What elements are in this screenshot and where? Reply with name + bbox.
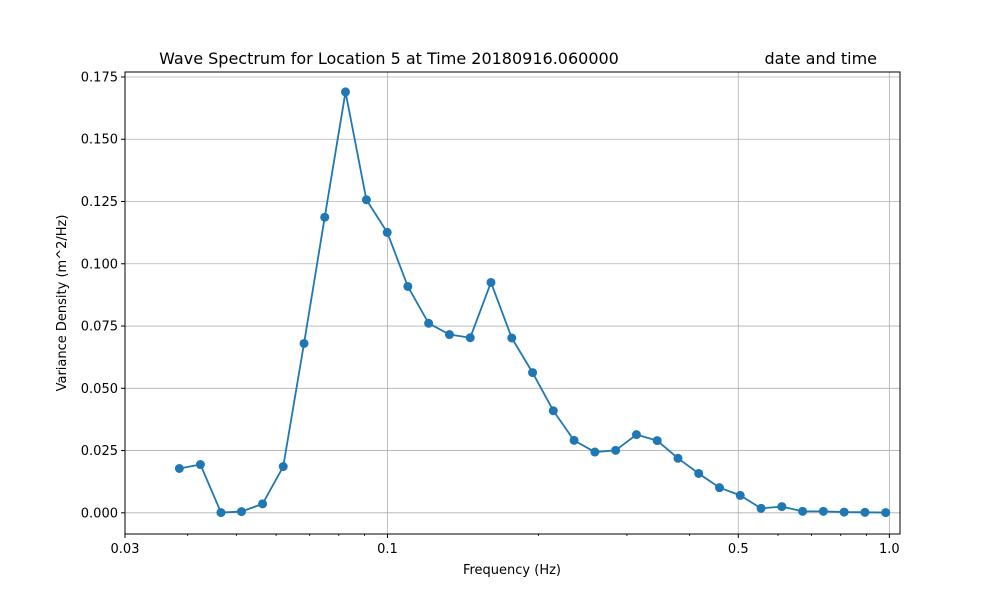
data-point [569,435,579,445]
y-tick-label: 0.150 [81,133,118,148]
data-point [258,499,268,509]
data-point [673,453,683,463]
data-point [798,506,808,516]
data-point [341,87,351,97]
y-tick-label: 0.050 [81,382,118,397]
data-point [548,406,558,416]
y-tick-label: 0.125 [81,195,118,210]
data-point [611,445,621,455]
grid [124,72,900,534]
data-point [777,502,787,512]
y-tick-label: 0.100 [81,257,118,272]
series [174,87,891,518]
y-tick-label: 0.000 [81,506,118,521]
data-point [486,277,496,287]
data-point [361,195,371,205]
data-point [735,490,745,500]
data-point [860,507,870,517]
chart-title: Wave Spectrum for Location 5 at Time 201… [159,49,619,68]
y-tick-label: 0.075 [81,320,118,335]
y-axis-label: Variance Density (m^2/Hz) [55,215,70,392]
x-tick-label: 1.0 [879,542,900,557]
data-point [320,212,330,222]
x-axis-label: Frequency (Hz) [463,563,561,578]
data-point [299,338,309,348]
data-point [714,483,724,493]
x-tick-label: 0.03 [111,542,140,557]
data-point [424,318,434,328]
data-point [174,463,184,473]
y-tick-label: 0.175 [81,70,118,85]
data-point [528,368,538,378]
plot-frame [124,71,901,535]
data-point [507,333,517,343]
data-point [631,430,641,440]
data-point [216,508,226,518]
data-point [694,468,704,478]
data-point [403,281,413,291]
data-point [590,447,600,457]
data-point [382,227,392,237]
x-tick-label: 0.1 [377,542,398,557]
x-tick-label: 0.5 [728,542,749,557]
data-point [756,503,766,513]
y-tick-label: 0.025 [81,444,118,459]
data-point [195,460,205,470]
chart-title-right: date and time [765,49,878,68]
ticks: 0.03 0.1 0.5 1.0 0.000 0.025 0.050 0.075 0.100 0.… [81,70,900,557]
data-point [818,506,828,516]
data-point [839,507,849,517]
data-point [237,507,247,517]
data-point [881,508,891,518]
data-point [652,436,662,446]
data-point [444,330,454,340]
data-point [465,333,475,343]
data-point [278,462,288,472]
